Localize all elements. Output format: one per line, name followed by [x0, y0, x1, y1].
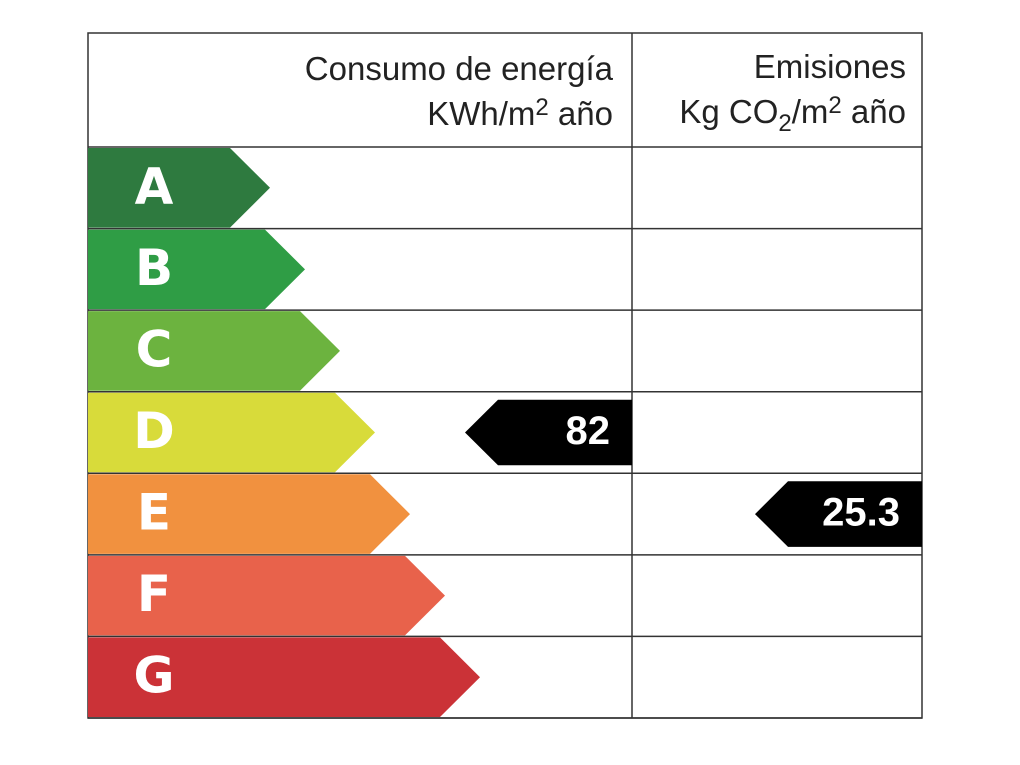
class-letter: G — [133, 647, 174, 705]
unit-sup: 2 — [828, 92, 841, 119]
class-arrow — [88, 555, 445, 636]
unit-part: año — [549, 95, 613, 132]
class-letter: D — [133, 402, 175, 460]
class-letter: E — [137, 484, 171, 542]
rating-value: 25.3 — [822, 491, 900, 535]
class-arrow — [88, 229, 305, 310]
class-letter: C — [136, 320, 173, 378]
rating-value: 82 — [566, 409, 611, 453]
unit-part: KWh/m — [427, 95, 535, 132]
energy-title: Consumo de energía — [305, 50, 614, 87]
class-arrow — [88, 637, 480, 717]
class-letter: B — [135, 239, 173, 297]
unit-part: Kg CO — [679, 93, 778, 130]
unit-sup: 2 — [535, 94, 548, 121]
energy-unit: KWh/m2 año — [427, 94, 613, 132]
emissions-title: Emisiones — [754, 48, 906, 85]
class-arrow — [88, 311, 340, 391]
class-arrow — [88, 148, 270, 228]
unit-part: año — [842, 93, 906, 130]
class-letter: F — [137, 565, 171, 623]
unit-part: /m — [792, 93, 829, 130]
rating-indicator — [755, 481, 922, 547]
emissions-unit: Kg CO2/m2 año — [679, 92, 906, 137]
class-arrow — [88, 474, 410, 554]
class-arrow — [88, 392, 375, 473]
class-letter: A — [135, 157, 174, 215]
rating-indicator — [465, 399, 632, 466]
unit-sub: 2 — [778, 110, 791, 137]
